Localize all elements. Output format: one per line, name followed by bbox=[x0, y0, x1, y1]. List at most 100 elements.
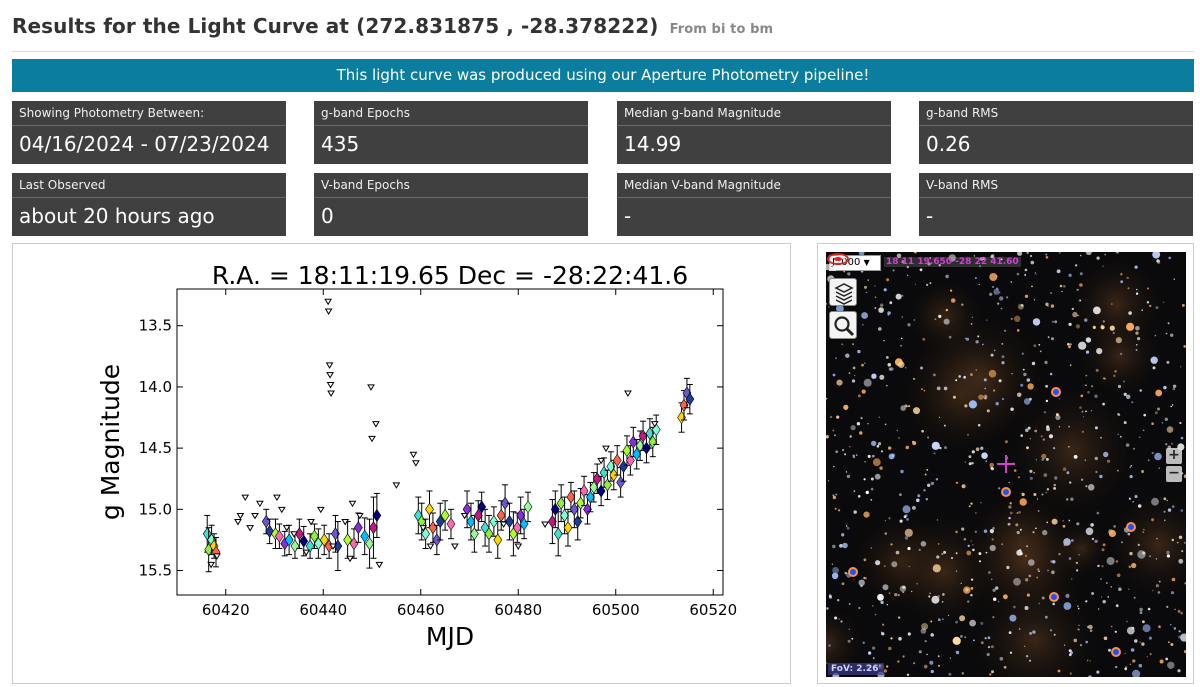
star bbox=[1033, 493, 1037, 496]
star bbox=[1120, 280, 1124, 284]
star bbox=[1133, 447, 1135, 450]
upper-limit-marker bbox=[255, 500, 264, 508]
star bbox=[887, 363, 892, 367]
star bbox=[1103, 636, 1108, 641]
data-point bbox=[440, 508, 450, 522]
star bbox=[1135, 349, 1138, 351]
zoom-in-button[interactable]: + bbox=[1166, 448, 1182, 464]
star bbox=[1019, 528, 1022, 531]
upper-limit-marker bbox=[273, 494, 281, 502]
zoom-out-button[interactable]: − bbox=[1166, 466, 1182, 482]
star bbox=[874, 296, 877, 299]
star bbox=[908, 405, 911, 408]
star bbox=[1172, 384, 1177, 388]
stat-divider bbox=[617, 197, 891, 198]
star bbox=[1076, 288, 1079, 291]
upper-limit-marker bbox=[290, 531, 298, 538]
star bbox=[1066, 471, 1070, 475]
star bbox=[1026, 545, 1028, 548]
star bbox=[1151, 518, 1155, 522]
upper-limit-marker bbox=[251, 512, 259, 520]
star bbox=[1149, 653, 1152, 656]
star bbox=[902, 591, 905, 594]
star bbox=[993, 597, 997, 601]
star bbox=[977, 423, 981, 427]
star bbox=[857, 349, 861, 354]
search-button[interactable] bbox=[829, 311, 857, 339]
sky-viewer[interactable]: J2000 ▼ 18 11 19.650 -28 22 41.60 + − Fo… bbox=[826, 252, 1186, 677]
data-point bbox=[470, 527, 479, 541]
star bbox=[892, 269, 895, 272]
star bbox=[843, 270, 846, 273]
star bbox=[900, 469, 904, 474]
star bbox=[1041, 596, 1045, 600]
star bbox=[1108, 648, 1111, 652]
star bbox=[948, 335, 952, 339]
star bbox=[1064, 644, 1066, 646]
star bbox=[1105, 582, 1108, 584]
upper-limit-marker bbox=[499, 521, 508, 528]
star bbox=[979, 257, 984, 261]
layers-button[interactable] bbox=[829, 278, 857, 306]
star bbox=[826, 303, 828, 305]
star bbox=[888, 446, 892, 450]
star bbox=[1168, 256, 1171, 260]
star bbox=[1051, 518, 1058, 525]
star bbox=[897, 594, 900, 597]
nebula-glow bbox=[826, 598, 871, 677]
star bbox=[1115, 560, 1119, 563]
stat-v-epochs: V-band Epochs 0 bbox=[314, 173, 588, 236]
data-point bbox=[596, 484, 606, 498]
star bbox=[884, 423, 887, 426]
star bbox=[1047, 305, 1049, 307]
star bbox=[901, 316, 904, 318]
star bbox=[888, 592, 891, 594]
star bbox=[1128, 565, 1132, 569]
star bbox=[849, 446, 851, 448]
upper-limit-marker bbox=[346, 555, 354, 563]
star bbox=[1139, 389, 1142, 392]
star bbox=[1152, 252, 1161, 259]
data-point bbox=[553, 527, 563, 541]
star bbox=[1180, 633, 1186, 642]
star bbox=[931, 441, 940, 450]
star bbox=[1116, 573, 1121, 578]
star bbox=[895, 550, 900, 555]
star bbox=[1154, 334, 1157, 337]
star bbox=[1130, 464, 1133, 467]
star bbox=[1129, 663, 1131, 665]
star bbox=[1058, 552, 1061, 556]
star bbox=[1092, 325, 1096, 329]
star bbox=[841, 582, 845, 586]
star bbox=[901, 260, 905, 264]
star bbox=[916, 582, 919, 585]
star bbox=[881, 632, 885, 636]
star bbox=[1014, 315, 1021, 322]
star bbox=[898, 637, 902, 641]
star bbox=[918, 548, 921, 551]
star bbox=[1143, 413, 1146, 417]
star bbox=[846, 526, 850, 530]
upper-limit-marker bbox=[241, 494, 250, 502]
star bbox=[1018, 548, 1022, 552]
star bbox=[1016, 549, 1023, 556]
star bbox=[1089, 660, 1091, 662]
star bbox=[836, 415, 840, 419]
star bbox=[905, 405, 908, 408]
star bbox=[1164, 519, 1166, 522]
star bbox=[1008, 505, 1012, 509]
star bbox=[1053, 487, 1056, 490]
star bbox=[991, 670, 994, 674]
star bbox=[993, 288, 1000, 295]
star bbox=[1096, 511, 1100, 515]
star bbox=[871, 373, 877, 379]
star bbox=[1126, 620, 1128, 623]
stat-divider bbox=[919, 125, 1193, 126]
star bbox=[1170, 643, 1174, 646]
star bbox=[1110, 303, 1113, 305]
stat-label: g-band Epochs bbox=[321, 106, 410, 120]
star bbox=[1142, 620, 1145, 624]
star bbox=[1162, 301, 1165, 303]
star bbox=[1125, 666, 1128, 669]
upper-limit-marker bbox=[213, 553, 221, 560]
